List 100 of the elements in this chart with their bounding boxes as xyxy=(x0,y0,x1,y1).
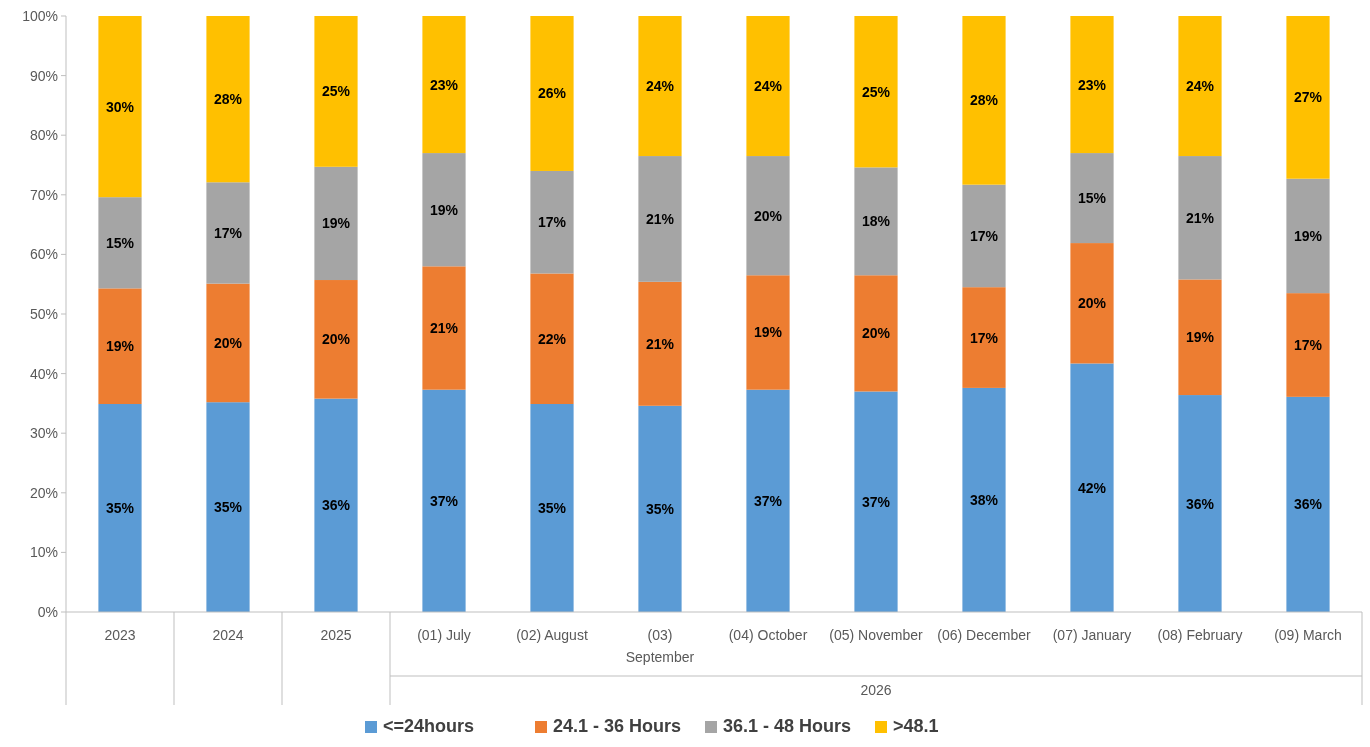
bar xyxy=(1070,363,1114,612)
data-label: 36% xyxy=(1185,495,1215,512)
bar xyxy=(530,404,574,612)
bar xyxy=(314,398,358,612)
bar xyxy=(638,405,682,612)
data-label: 15% xyxy=(1077,190,1107,207)
bar xyxy=(98,404,142,612)
x-tick-label: (02) August xyxy=(516,627,588,643)
x-tick-label: 2025 xyxy=(320,627,352,643)
data-label: 35% xyxy=(537,500,567,516)
data-label: 27% xyxy=(1293,89,1323,106)
data-label: 23% xyxy=(429,76,459,93)
data-label: 26% xyxy=(537,85,567,102)
x-tick-label: (07) January xyxy=(1052,627,1132,643)
data-label: 25% xyxy=(861,83,891,100)
bar xyxy=(206,16,250,183)
data-label: 17% xyxy=(213,224,243,241)
bar xyxy=(98,16,142,198)
data-label: 21% xyxy=(645,335,675,352)
data-label: 19% xyxy=(105,338,135,355)
data-label: 21% xyxy=(1185,209,1215,226)
data-label: 17% xyxy=(969,329,999,346)
bar xyxy=(746,275,790,390)
data-label: 20% xyxy=(1077,295,1107,312)
data-label: 21% xyxy=(429,320,459,337)
data-label: 37% xyxy=(753,492,783,509)
data-label: 21% xyxy=(645,210,675,227)
data-label: 25% xyxy=(321,83,351,100)
bar xyxy=(314,166,358,281)
bar xyxy=(746,16,790,157)
bar xyxy=(962,387,1006,612)
bar xyxy=(206,182,250,284)
bar xyxy=(638,16,682,157)
x-tick-label: (08) February xyxy=(1157,627,1243,643)
x-tick-label: (05) November xyxy=(829,627,924,643)
y-tick-label: 50% xyxy=(29,306,58,322)
bar xyxy=(854,275,898,392)
data-label: 38% xyxy=(969,491,999,508)
y-tick-label: 90% xyxy=(29,67,58,84)
data-label: 15% xyxy=(105,234,135,251)
data-label: 19% xyxy=(753,324,783,341)
bar xyxy=(98,288,142,404)
data-label: 24% xyxy=(1185,78,1215,95)
y-tick-label: 40% xyxy=(29,365,58,382)
bar xyxy=(206,402,250,612)
data-label: 17% xyxy=(1293,336,1323,353)
bar xyxy=(530,16,574,171)
bar xyxy=(1286,16,1330,179)
bar xyxy=(638,156,682,282)
bar xyxy=(530,170,574,274)
data-label: 36% xyxy=(1293,496,1323,513)
bar xyxy=(962,16,1006,185)
data-label: 23% xyxy=(1077,76,1107,93)
data-label: 36% xyxy=(321,497,351,514)
bar xyxy=(854,391,898,612)
data-label: 20% xyxy=(861,325,891,342)
x-tick-label: 2024 xyxy=(212,627,244,643)
legend-label: >48.1 xyxy=(893,716,939,736)
bar xyxy=(530,273,574,404)
bar xyxy=(1070,243,1114,364)
y-tick-label: 70% xyxy=(29,186,58,203)
bar xyxy=(314,280,358,399)
x-tick-label: (06) December xyxy=(937,627,1032,643)
legend-label: 24.1 - 36 Hours xyxy=(553,716,682,736)
bar xyxy=(1178,156,1222,280)
bar xyxy=(962,184,1006,288)
bar xyxy=(422,153,466,267)
y-tick-label: 10% xyxy=(29,544,58,561)
bar xyxy=(1286,396,1330,612)
data-label: 22% xyxy=(537,330,567,347)
data-label: 19% xyxy=(321,215,351,232)
bar xyxy=(962,287,1006,388)
bar xyxy=(1070,153,1114,244)
data-label: 18% xyxy=(861,213,891,230)
legend-label: <=24hours xyxy=(383,716,475,736)
x-tick-label: (01) July xyxy=(417,627,471,643)
bar xyxy=(422,16,466,154)
data-label: 19% xyxy=(1293,227,1323,244)
bar xyxy=(1178,279,1222,396)
bar xyxy=(1070,16,1114,154)
x-tick-label: (09) March xyxy=(1274,627,1342,643)
data-label: 19% xyxy=(1185,329,1215,346)
data-label: 35% xyxy=(645,500,675,517)
y-tick-label: 0% xyxy=(37,604,58,620)
data-label: 30% xyxy=(105,98,135,115)
bar xyxy=(1178,16,1222,157)
bar xyxy=(1178,395,1222,612)
data-label: 17% xyxy=(537,214,567,231)
data-label: 19% xyxy=(429,201,459,218)
data-label: 20% xyxy=(213,334,243,351)
y-tick-label: 20% xyxy=(29,484,58,501)
bar xyxy=(1286,293,1330,397)
bar xyxy=(638,281,682,406)
data-label: 35% xyxy=(213,499,243,516)
y-tick-label: 30% xyxy=(29,425,58,442)
bar xyxy=(746,389,790,612)
data-label: 37% xyxy=(861,493,891,510)
bar xyxy=(854,167,898,276)
bar xyxy=(854,16,898,168)
x-tick-label: 2023 xyxy=(104,627,136,643)
